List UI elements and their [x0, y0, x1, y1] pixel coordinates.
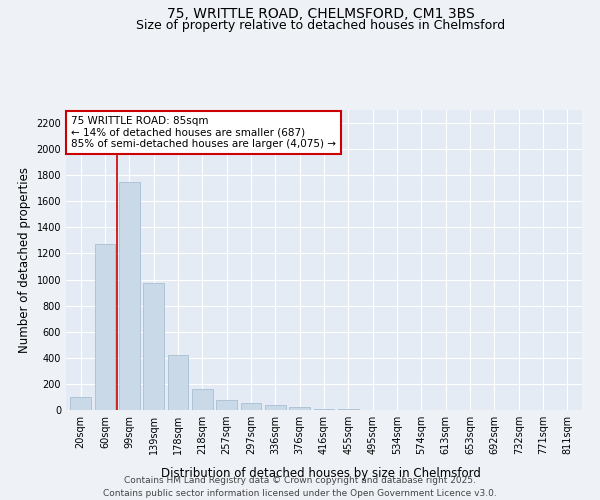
Bar	[192, 389, 212, 410]
Text: Contains HM Land Registry data © Crown copyright and database right 2025.
Contai: Contains HM Land Registry data © Crown c…	[103, 476, 497, 498]
Text: Distribution of detached houses by size in Chelmsford: Distribution of detached houses by size …	[161, 467, 481, 480]
Bar	[314, 409, 334, 410]
Bar	[265, 405, 286, 410]
Bar	[167, 355, 188, 410]
Bar	[95, 244, 115, 410]
Bar	[70, 397, 91, 410]
Bar	[241, 403, 262, 410]
Bar	[119, 182, 140, 410]
Text: Size of property relative to detached houses in Chelmsford: Size of property relative to detached ho…	[136, 18, 506, 32]
Text: 75 WRITTLE ROAD: 85sqm
← 14% of detached houses are smaller (687)
85% of semi-de: 75 WRITTLE ROAD: 85sqm ← 14% of detached…	[71, 116, 336, 149]
Text: 75, WRITTLE ROAD, CHELMSFORD, CM1 3BS: 75, WRITTLE ROAD, CHELMSFORD, CM1 3BS	[167, 8, 475, 22]
Bar	[289, 407, 310, 410]
Bar	[143, 283, 164, 410]
Bar	[216, 400, 237, 410]
Y-axis label: Number of detached properties: Number of detached properties	[18, 167, 31, 353]
